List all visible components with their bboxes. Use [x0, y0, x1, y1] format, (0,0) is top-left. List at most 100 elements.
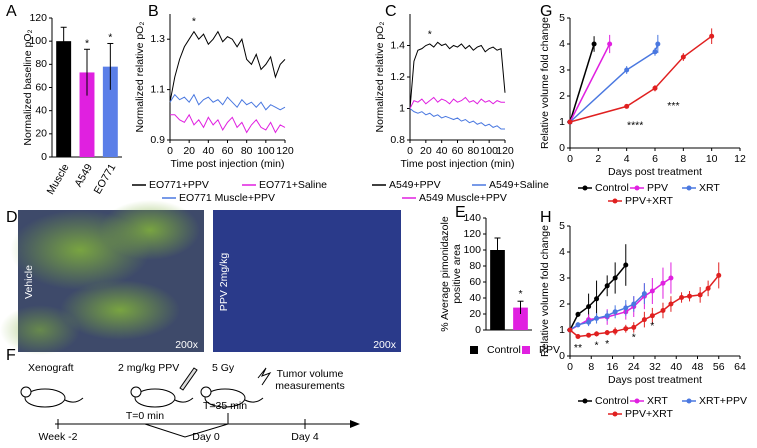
legend-label: EO771+Saline: [259, 179, 327, 191]
timeline-arrow: [350, 420, 360, 428]
y-tick-label: 0: [559, 350, 565, 362]
point: [624, 67, 630, 73]
bar: [513, 307, 528, 330]
y-tick-label: 4: [559, 246, 565, 258]
micrograph-ppv: [213, 210, 401, 352]
y-tick-label: 1.1: [150, 83, 165, 95]
point: [649, 313, 655, 319]
y-axis-label: Normalized baseline pO₂: [22, 29, 34, 145]
bar: [79, 72, 95, 157]
panel-letter: A: [6, 3, 17, 20]
y-tick-label: 40: [35, 104, 47, 116]
image-scale: 200x: [373, 339, 397, 351]
x-axis-label: Time post injection (min): [401, 158, 515, 170]
time-label: T=35 min: [203, 400, 247, 412]
point: [641, 317, 647, 323]
point: [586, 304, 592, 310]
time-label: Day 4: [291, 431, 319, 443]
point: [679, 295, 685, 300]
y-tick-label: 2: [559, 298, 565, 310]
y-tick-label: 100: [29, 35, 47, 47]
annotation: **: [574, 342, 582, 354]
y-tick-label: 80: [35, 58, 47, 70]
y-tick-label: 0: [475, 324, 481, 336]
panel-letter: C: [385, 3, 397, 20]
point: [604, 313, 610, 319]
y-tick-label: 40: [469, 292, 481, 304]
y-axis-label: Relative volume fold change: [539, 17, 551, 149]
y-tick-label: 60: [35, 81, 47, 93]
x-tick-label: 100: [480, 145, 498, 157]
bar: [490, 250, 505, 330]
annotation: *: [632, 332, 636, 344]
point: [623, 262, 629, 268]
step-label: 5 Gy: [212, 362, 235, 374]
x-tick-label: 12: [734, 153, 746, 165]
point: [604, 283, 610, 289]
bar: [102, 66, 118, 157]
legend-marker: [612, 411, 618, 417]
point: [668, 275, 674, 281]
x-tick-label: 20: [420, 145, 432, 157]
y-axis-label: Normalized relative pO₂: [374, 22, 386, 133]
series-line: [569, 43, 659, 123]
x-tick-label: 120: [276, 145, 294, 157]
point: [705, 285, 711, 291]
legend-marker: [582, 398, 588, 404]
y-axis-label: % Average pimonidazole: [439, 216, 451, 332]
point: [604, 330, 610, 336]
series-line: [569, 277, 672, 331]
point: [631, 324, 637, 330]
annotation: *: [605, 338, 609, 350]
legend-label: Control: [595, 395, 629, 407]
point: [649, 288, 655, 294]
x-tick-label: 0: [567, 153, 573, 165]
point: [575, 322, 581, 328]
point: [652, 49, 658, 55]
step-label: Xenograft: [28, 362, 74, 374]
y-tick-label: 1.4: [390, 39, 405, 51]
y-tick-label: 0: [559, 142, 565, 154]
annotation: *: [650, 320, 654, 332]
annotation: *: [108, 31, 112, 43]
x-tick-label: A549: [72, 162, 95, 189]
legend-label: PPV+XRT: [625, 195, 674, 207]
y-tick-label: 1: [399, 102, 405, 114]
y-tick-label: 0: [41, 151, 47, 163]
x-tick-label: EO771: [92, 162, 119, 196]
x-tick-label: 40: [670, 361, 682, 373]
bar: [56, 41, 72, 157]
x-tick-label: 40: [436, 145, 448, 157]
point: [697, 292, 703, 298]
panel-letter: B: [148, 3, 159, 20]
legend-swatch: [522, 346, 530, 354]
y-tick-label: 80: [469, 260, 481, 272]
y-tick-label: 20: [35, 128, 47, 140]
point: [660, 280, 666, 286]
mouse-icons: [20, 367, 272, 408]
annotation: *: [518, 288, 522, 300]
series-line: [409, 41, 506, 109]
point: [594, 331, 600, 337]
legend-marker: [634, 185, 640, 191]
point: [607, 41, 613, 47]
x-tick-label: 64: [734, 361, 746, 373]
x-tick-label: 8: [680, 153, 686, 165]
point: [709, 33, 715, 39]
point: [594, 315, 600, 321]
x-tick-label: 80: [467, 145, 479, 157]
x-tick-label: 8: [588, 361, 594, 373]
series-line: [409, 108, 505, 130]
x-tick-label: Muscle: [45, 162, 72, 197]
x-tick-label: 0: [167, 145, 173, 157]
legend-marker: [612, 198, 618, 204]
series-line: [569, 43, 595, 123]
y-tick-label: 60: [469, 276, 481, 288]
x-tick-label: 16: [607, 361, 619, 373]
point: [612, 328, 618, 334]
legend-label: EO771 Muscle+PPV: [179, 192, 275, 204]
x-tick-label: 60: [222, 145, 234, 157]
step-label: 2 mg/kg PPV: [118, 362, 179, 374]
x-tick-label: 0: [567, 361, 573, 373]
